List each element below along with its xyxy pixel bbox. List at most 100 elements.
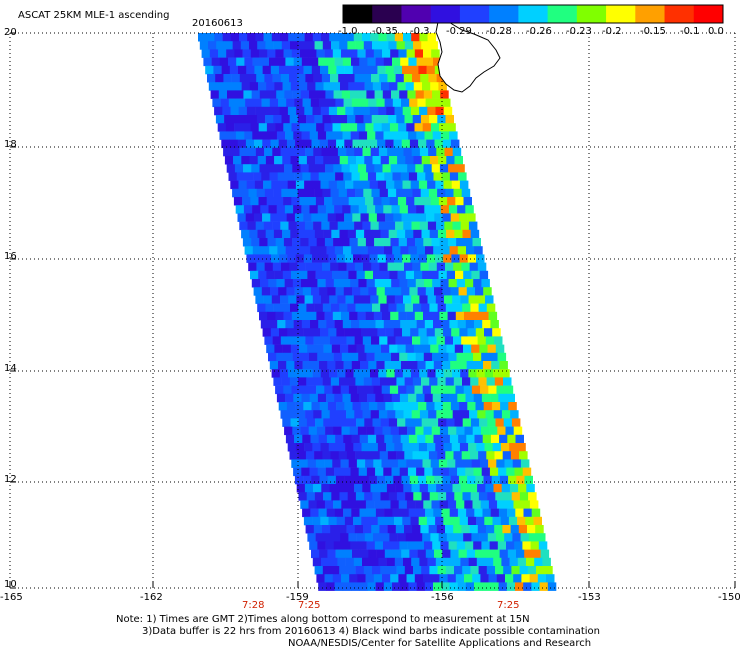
swath-cell — [494, 525, 503, 534]
swath-cell — [289, 74, 298, 83]
swath-cell — [340, 533, 349, 542]
swath-cell — [390, 311, 399, 321]
swath-cell — [465, 582, 475, 591]
swath-cell — [498, 508, 508, 518]
swath-cell — [300, 49, 309, 58]
swath-cell — [439, 574, 448, 583]
swath-cell — [307, 344, 316, 354]
swath-cell — [320, 106, 330, 116]
swath-cell — [215, 74, 224, 83]
swath-cell — [462, 492, 471, 501]
swath-cell — [224, 115, 233, 124]
swath-cell — [339, 377, 348, 386]
swath-cell — [465, 393, 474, 403]
swath-cell — [377, 402, 386, 411]
swath-cell — [311, 287, 320, 296]
swath-cell — [447, 197, 456, 206]
swath-cell — [408, 320, 417, 329]
swath-cell — [331, 492, 340, 501]
swath-cell — [232, 115, 241, 124]
swath-cell — [520, 459, 530, 468]
swath-cell — [376, 213, 386, 222]
swath-cell — [460, 295, 469, 304]
swath-cell — [487, 344, 497, 354]
swath-cell — [481, 467, 491, 477]
swath-cell — [422, 123, 432, 132]
swath-cell — [351, 246, 360, 255]
swath-cell — [230, 180, 239, 190]
swath-cell — [460, 221, 470, 231]
swath-cell — [345, 443, 354, 452]
swath-cell — [452, 295, 461, 304]
satellite-swath — [198, 33, 557, 591]
swath-cell — [394, 557, 404, 567]
swath-cell — [280, 410, 289, 419]
swath-cell — [489, 426, 498, 436]
swath-cell — [370, 369, 379, 378]
swath-cell — [487, 492, 496, 501]
swath-cell — [294, 434, 303, 444]
swath-cell — [248, 188, 257, 198]
swath-cell — [421, 418, 431, 427]
swath-cell — [409, 549, 418, 559]
swath-cell — [365, 311, 375, 321]
swath-cell — [375, 131, 384, 140]
swath-cell — [527, 525, 536, 534]
swath-cell — [404, 303, 414, 313]
colorbar-label: -0.26 — [526, 26, 552, 37]
swath-cell — [339, 492, 348, 501]
swath-cell — [302, 361, 312, 370]
swath-cell — [367, 582, 376, 591]
swath-cell — [487, 533, 497, 542]
swath-cell — [315, 156, 324, 165]
swath-cell — [447, 238, 457, 247]
colorbar-label: -0.29 — [446, 26, 472, 37]
swath-cell — [291, 385, 300, 395]
swath-cell — [298, 229, 307, 239]
swath-cell — [423, 352, 433, 362]
swath-cell — [427, 443, 436, 452]
swath-cell — [309, 279, 318, 288]
swath-cell — [329, 147, 339, 157]
swath-cell — [233, 82, 242, 91]
swath-cell — [476, 254, 485, 263]
swath-cell — [479, 533, 489, 542]
swath-cell — [284, 90, 293, 99]
swath-cell — [368, 549, 377, 559]
swath-cell — [472, 426, 482, 436]
swath-cell — [516, 549, 525, 559]
swath-cell — [413, 41, 422, 50]
swath-cell — [394, 33, 404, 42]
swath-cell — [513, 574, 522, 583]
swath-cell — [364, 533, 374, 542]
swath-cell — [448, 352, 457, 362]
swath-cell — [466, 287, 476, 296]
swath-cell — [309, 467, 318, 477]
swath-cell — [348, 533, 357, 542]
swath-cell — [511, 418, 521, 427]
swath-cell — [443, 180, 452, 190]
colorbar-label: -0.35 — [372, 26, 398, 37]
swath-cell — [338, 115, 348, 124]
swath-cell — [397, 82, 406, 91]
swath-cell — [281, 188, 290, 198]
swath-cell — [459, 328, 468, 337]
swath-cell — [324, 574, 334, 583]
swath-cell — [401, 549, 410, 559]
swath-cell — [244, 172, 254, 181]
swath-cell — [458, 213, 468, 222]
swath-cell — [333, 541, 343, 550]
swath-cell — [464, 426, 473, 436]
swath-cell — [465, 541, 474, 550]
swath-cell — [467, 254, 477, 263]
swath-cell — [440, 541, 449, 550]
swath-cell — [507, 508, 516, 518]
swath-cell — [468, 484, 478, 493]
swath-cell — [413, 156, 422, 165]
swath-cell — [442, 402, 452, 411]
swath-cell — [476, 516, 485, 526]
swath-cell — [412, 451, 421, 460]
swath-cell — [285, 320, 294, 329]
swath-cell — [484, 443, 493, 452]
